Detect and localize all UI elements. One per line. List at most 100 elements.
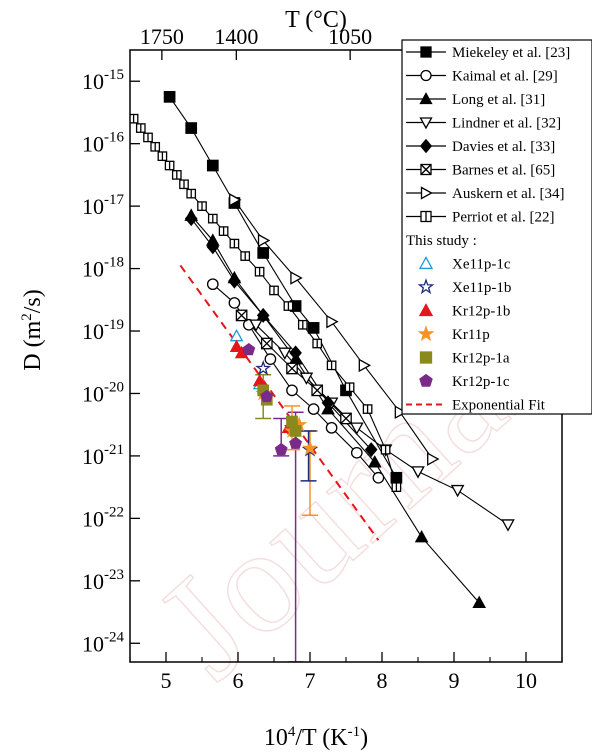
data-point (326, 360, 337, 371)
data-point (197, 201, 207, 211)
data-point (289, 436, 303, 449)
y-tick-label: 10-17 (82, 192, 124, 219)
legend-label: Kr12p-1c (452, 374, 510, 390)
data-point (186, 188, 197, 199)
legend-entry: Xe11p-1c (418, 256, 511, 273)
x-tick-label: 10 (515, 668, 537, 693)
legend-marker (417, 325, 435, 342)
data-point (171, 170, 182, 180)
y-tick-label: 10-16 (82, 130, 124, 157)
data-point (229, 238, 240, 249)
data-point (164, 160, 175, 171)
y-tick-label: 10-15 (82, 67, 124, 94)
legend-label: Perriot et al. [22] (452, 210, 554, 226)
x-title-sup-4: 4 (288, 724, 296, 740)
legend-entry: Perriot et al. [22] (406, 210, 554, 226)
data-point (501, 519, 515, 532)
legend-marker (418, 256, 434, 270)
top-tick-label: 1050 (328, 24, 372, 49)
legend-label: Xe11p-1b (452, 280, 511, 296)
data-point (312, 338, 323, 349)
legend-label: Kr11p (452, 327, 490, 343)
legend-entry: Kaimal et al. [29] (406, 69, 558, 85)
y-tick-label: 10-24 (82, 629, 124, 656)
legend-label: Exponential Fit (452, 398, 546, 414)
legend-marker (420, 46, 432, 58)
y-tick-label: 10-23 (82, 567, 124, 594)
y-tick-label: 10-18 (82, 255, 124, 282)
legend-entry: Barnes et al. [65] (406, 163, 555, 179)
data-point (254, 266, 265, 277)
data-point (358, 358, 372, 373)
legend-label: Long et al. [31] (452, 92, 545, 108)
data-point (242, 342, 256, 356)
data-point (228, 297, 241, 309)
data-point (326, 314, 339, 329)
data-point (307, 322, 320, 334)
data-point (367, 455, 382, 468)
legend: Miekeley et al. [23] Kaimal et al. [29] Lo… (401, 39, 592, 415)
data-point (277, 347, 292, 360)
data-point (260, 389, 274, 403)
plot-area (130, 90, 515, 662)
data-point (255, 360, 272, 376)
top-tick-label: 1750 (140, 24, 184, 49)
x-tick-label: 9 (449, 668, 460, 693)
data-point (301, 439, 319, 456)
error-bar (287, 411, 304, 662)
data-point (427, 452, 440, 466)
data-point (299, 372, 314, 385)
data-point (390, 471, 403, 484)
legend-entry: Kr12p-1a (419, 351, 510, 367)
data-point (349, 422, 364, 435)
y-tick-label: 10-22 (82, 504, 124, 531)
legend-marker (420, 69, 432, 82)
legend-marker (420, 186, 433, 200)
data-point (206, 159, 219, 172)
data-point (350, 446, 363, 459)
data-point (362, 404, 373, 414)
data-point (240, 251, 251, 261)
legend-marker (420, 163, 432, 176)
legend-entry: Auskern et al. [34] (406, 186, 564, 202)
data-point (257, 247, 270, 259)
data-point (218, 226, 229, 236)
x-tick-label: 5 (161, 668, 172, 693)
data-point (290, 271, 303, 285)
axes: 5 6 7 8 9 10 10-15 10-16 10-17 10-18 10-19 10-20 10-… (82, 24, 563, 693)
data-point (340, 412, 352, 425)
data-point (257, 233, 271, 248)
legend-label: Miekeley et al. [23] (452, 45, 570, 61)
data-point (206, 239, 220, 255)
error-bar (300, 430, 317, 482)
data-point (229, 339, 244, 352)
data-point (321, 395, 335, 411)
data-point (150, 141, 161, 152)
data-point (325, 421, 338, 434)
legend-header: This study : (406, 233, 477, 249)
legend-label: Auskern et al. [34] (452, 186, 564, 202)
legend-marker (419, 117, 433, 130)
data-point (414, 530, 429, 543)
data-point (391, 482, 402, 492)
data-point (229, 193, 242, 207)
data-point (411, 466, 425, 479)
data-point (289, 425, 302, 437)
data-point (269, 285, 279, 296)
data-point (179, 179, 189, 190)
x-tick-label: 7 (305, 668, 316, 693)
legend-entry: Xe11p-1b (417, 278, 511, 296)
data-point (311, 384, 324, 397)
data-point (185, 122, 198, 134)
data-point (249, 319, 263, 332)
x-axis-title: 104/T (K-1) (264, 724, 368, 751)
x-tick-label: 6 (233, 668, 244, 693)
data-point (394, 405, 408, 420)
legend-entry: Kr12p-1c (419, 373, 510, 390)
data-point (130, 113, 139, 124)
data-point (364, 442, 378, 458)
y-tick-label: 10-21 (82, 442, 124, 469)
legend-label: Barnes et al. [65] (452, 163, 555, 179)
y-tick-label: 10-19 (82, 317, 124, 344)
data-point (372, 471, 385, 484)
